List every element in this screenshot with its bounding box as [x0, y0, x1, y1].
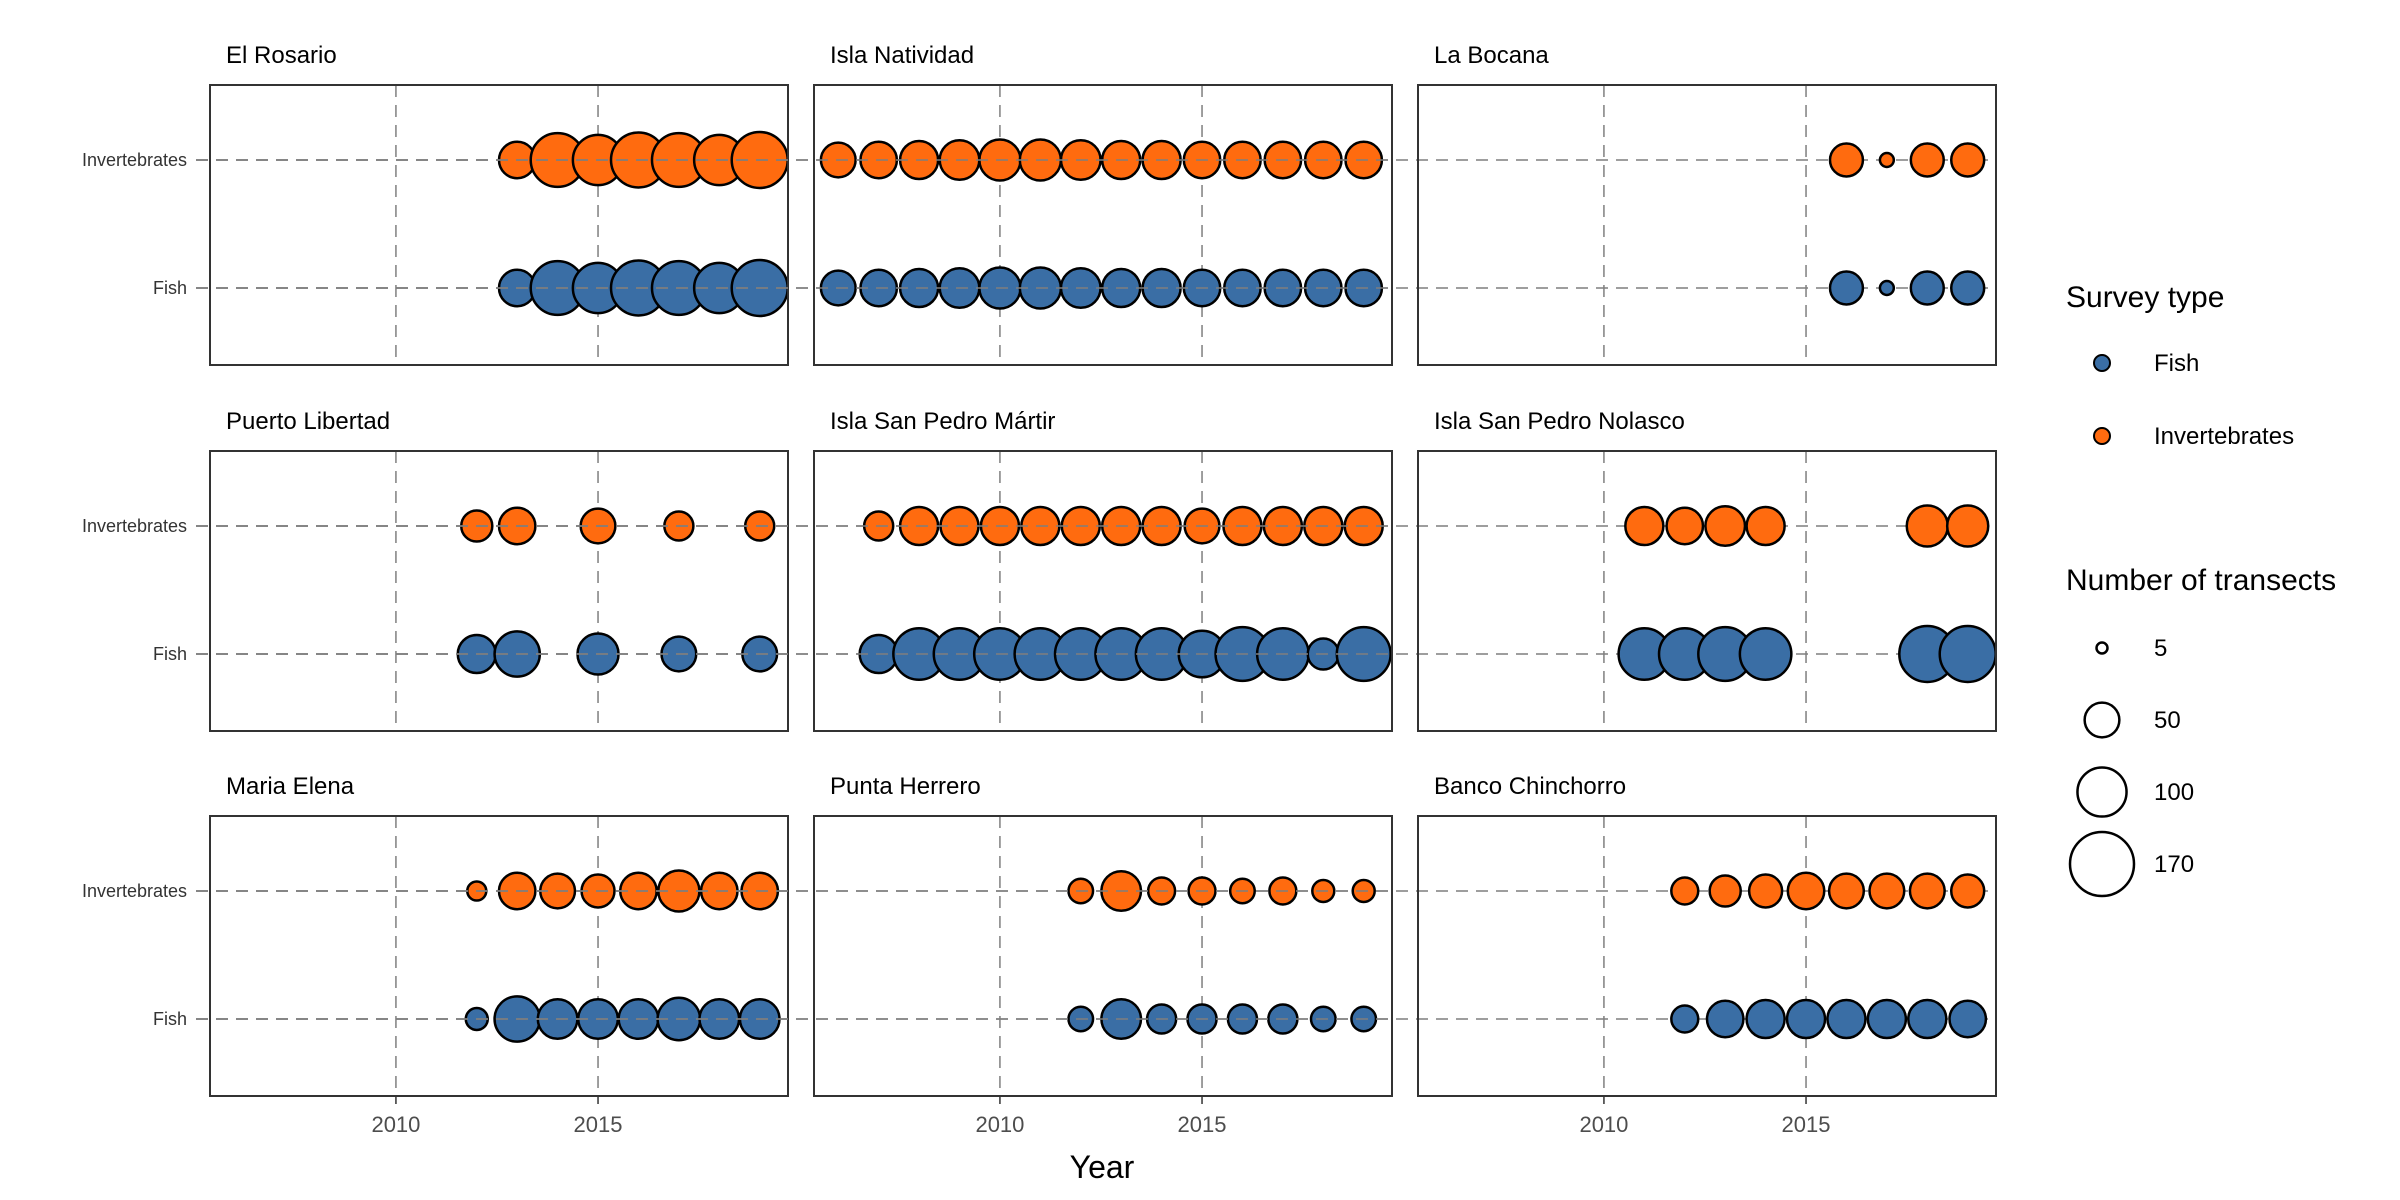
series-fish — [456, 630, 779, 678]
bubble-invertebrates — [1868, 872, 1906, 910]
panel-border — [209, 450, 789, 732]
legend-size-label: 170 — [2154, 851, 2194, 878]
panel-border — [1417, 815, 1997, 1097]
panel-border — [209, 84, 789, 366]
panel-title: Isla San Pedro Mártir — [830, 408, 1055, 435]
bubble-fish — [1826, 998, 1867, 1040]
series-fish — [1617, 624, 1997, 684]
bubble-invertebrates — [1949, 873, 1986, 909]
panel-title: La Bocana — [1434, 42, 1549, 69]
x-tick-label: 2010 — [371, 1112, 420, 1137]
panel-la-bocana: La Bocana — [196, 42, 1997, 366]
legend-title-number-of-transects: Number of transects — [2066, 564, 2336, 597]
legend-size-key — [2095, 641, 2109, 655]
panel-title: Isla Natividad — [830, 42, 974, 69]
bubble-invertebrates — [1665, 506, 1705, 546]
bubble-fish — [1948, 999, 1988, 1039]
series-invertebrates — [1624, 504, 1990, 548]
legend-size-key — [2083, 701, 2121, 739]
y-tick-label: Fish — [153, 1009, 187, 1029]
legend-label-fish: Fish — [2154, 350, 2199, 377]
bubble-fish — [1670, 1004, 1700, 1034]
panel-isla-san-pedro-nolasco: Isla San Pedro Nolasco — [196, 408, 1997, 732]
panel-border — [1417, 84, 1997, 366]
bubble-fish — [1745, 998, 1786, 1040]
legend-size-label: 5 — [2154, 635, 2167, 662]
legend-size-key — [2076, 766, 2128, 818]
legend-key-fish — [2093, 354, 2111, 372]
bubble-invertebrates — [1624, 505, 1665, 547]
panel-punta-herrero: Punta Herrero — [196, 773, 1393, 1097]
bubble-fish — [1949, 270, 1986, 306]
x-axis-label: Year — [1070, 1149, 1135, 1185]
y-tick-label: Invertebrates — [82, 516, 187, 536]
panel-puerto-libertad: Puerto Libertad Invertebrates Fish — [82, 408, 789, 732]
bubble-fish — [1938, 624, 1997, 684]
panel-isla-natividad: Isla Natividad — [196, 42, 1393, 366]
panel-banco-chinchorro: Banco Chinchorro — [196, 773, 1997, 1097]
panel-maria-elena: Maria Elena Invertebrates Fish — [82, 773, 789, 1097]
panel-el-rosario: El Rosario Invertebrates Fish — [82, 42, 789, 366]
legend: Survey type Fish Invertebrates Number of tr… — [2066, 281, 2336, 898]
panel-title: El Rosario — [226, 42, 337, 69]
panel-title: Isla San Pedro Nolasco — [1434, 408, 1685, 435]
bubble-fish — [1738, 627, 1793, 681]
x-tick-label: 2010 — [1579, 1112, 1628, 1137]
bubble-fish — [1909, 270, 1946, 306]
bubble-fish — [1878, 279, 1896, 297]
bubble-fish — [1866, 998, 1908, 1040]
y-tick-label: Fish — [153, 644, 187, 664]
bubble-invertebrates — [1828, 142, 1865, 178]
bubble-invertebrates — [1708, 874, 1742, 908]
bubble-fish — [1705, 999, 1745, 1039]
bubble-invertebrates — [1747, 873, 1784, 909]
panel-border — [209, 815, 789, 1097]
bubble-fish — [1907, 998, 1948, 1040]
panel-isla-san-pedro-martir: Isla San Pedro Mártir — [196, 408, 1393, 732]
x-tick-label: 2010 — [975, 1112, 1024, 1137]
bubble-invertebrates — [1949, 142, 1986, 178]
y-tick-label: Invertebrates — [82, 150, 187, 170]
panel-title: Banco Chinchorro — [1434, 773, 1626, 800]
bubble-fish — [1828, 270, 1865, 306]
bubble-fish — [1785, 998, 1827, 1040]
panels-layer: El Rosario Invertebrates Fish Isla Nativida… — [82, 42, 1997, 1097]
legend-size-label: 100 — [2154, 779, 2194, 806]
series-invertebrates — [1828, 142, 1986, 178]
series-fish — [1828, 270, 1986, 306]
panel-border — [813, 84, 1393, 366]
bubble-invertebrates — [1745, 505, 1786, 547]
bubble-invertebrates — [1704, 504, 1747, 548]
x-tick-label: 2015 — [1178, 1112, 1227, 1137]
x-axis-layer: 2010 2015 2010 2015 2010 2015 — [371, 1096, 1831, 1137]
x-tick-label: 2015 — [1782, 1112, 1831, 1137]
panel-title: Punta Herrero — [830, 773, 981, 800]
bubble-invertebrates — [1909, 142, 1946, 178]
bubble-invertebrates — [1908, 872, 1946, 910]
y-tick-label: Fish — [153, 278, 187, 298]
series-fish — [1067, 997, 1378, 1041]
legend-label-invertebrates: Invertebrates — [2154, 423, 2294, 450]
panel-title: Maria Elena — [226, 773, 355, 800]
bubble-invertebrates — [1670, 876, 1700, 906]
y-tick-label: Invertebrates — [82, 881, 187, 901]
x-tick-label: 2015 — [574, 1112, 623, 1137]
panel-border — [813, 815, 1393, 1097]
bubble-invertebrates — [1786, 871, 1826, 911]
series-invertebrates — [1670, 871, 1986, 911]
bubble-invertebrates — [1878, 151, 1896, 169]
legend-size-label: 50 — [2154, 707, 2181, 734]
legend-key-invertebrates — [2093, 427, 2111, 445]
bubble-invertebrates — [1945, 504, 1990, 548]
series-invertebrates — [497, 130, 789, 190]
series-fish — [1670, 998, 1988, 1040]
legend-title-survey-type: Survey type — [2066, 281, 2224, 314]
bubble-invertebrates — [1905, 504, 1950, 548]
panel-title: Puerto Libertad — [226, 408, 390, 435]
legend-size-key — [2068, 830, 2136, 898]
panel-border — [813, 450, 1393, 732]
panel-border — [1417, 450, 1997, 732]
bubble-invertebrates — [1827, 872, 1866, 910]
